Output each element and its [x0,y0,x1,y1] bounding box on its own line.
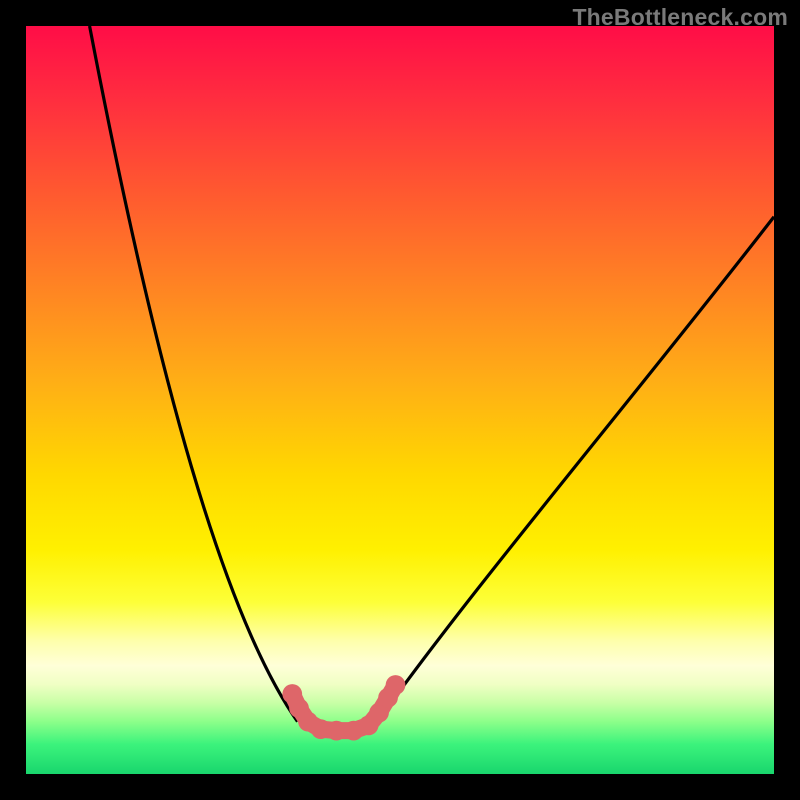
valley-highlight-bead [327,721,347,741]
chart-svg [0,0,800,800]
chart-frame: TheBottleneck.com [0,0,800,800]
valley-highlight-bead [386,675,406,695]
watermark-text: TheBottleneck.com [572,4,788,31]
